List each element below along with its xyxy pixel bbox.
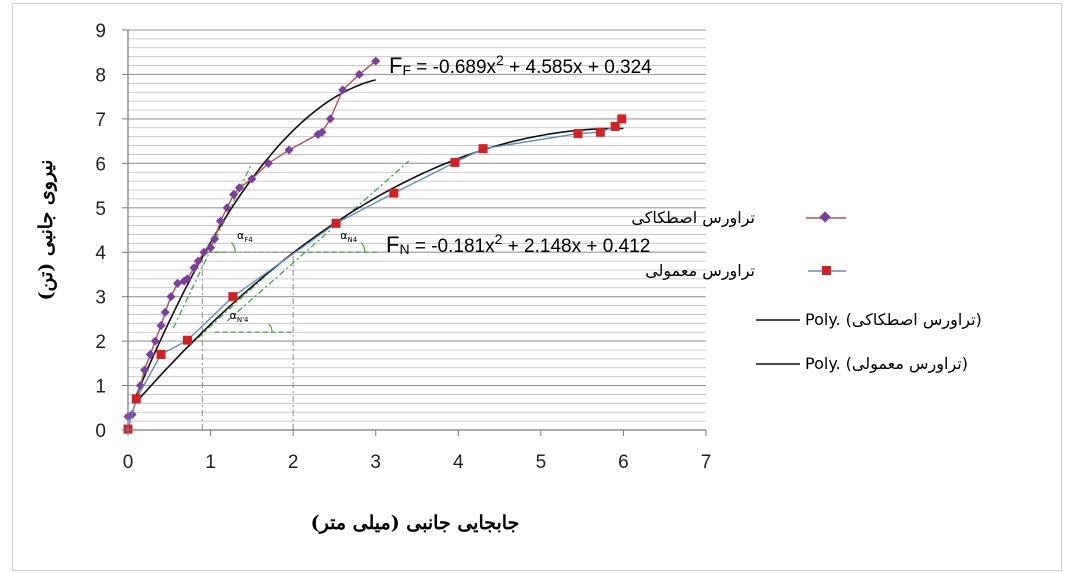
x-tick-label: 7 bbox=[701, 452, 712, 473]
data-point-diamond bbox=[166, 292, 176, 302]
data-point-diamond bbox=[317, 127, 327, 137]
legend-item-poly-friction: Poly. (تراورس اصطکاکی) bbox=[756, 310, 982, 330]
data-point-diamond bbox=[325, 114, 335, 124]
chart-frame bbox=[12, 3, 1062, 571]
legend-label-poly-friction: Poly. (تراورس اصطکاکی) bbox=[805, 310, 982, 330]
data-point-diamond bbox=[215, 216, 226, 226]
x-tick-label: 6 bbox=[618, 452, 629, 473]
data-point-square bbox=[131, 394, 141, 404]
data-point-square bbox=[450, 157, 460, 167]
data-point-diamond bbox=[139, 365, 150, 375]
data-point-diamond bbox=[156, 321, 166, 331]
y-tick-label: 6 bbox=[95, 154, 106, 175]
y-tick-label: 7 bbox=[95, 110, 106, 131]
trendline-equation-friction: FF = -0.689x2 + 4.585x + 0.324 bbox=[389, 52, 652, 78]
data-point-diamond bbox=[371, 56, 381, 66]
data-point-diamond bbox=[150, 336, 160, 346]
axes bbox=[122, 29, 707, 436]
x-tick-label: 4 bbox=[453, 452, 464, 473]
y-tick-label: 9 bbox=[95, 21, 106, 42]
angle-label: αF4 bbox=[237, 229, 253, 244]
trendline-0 bbox=[135, 79, 376, 396]
x-tick-label: 0 bbox=[123, 452, 134, 473]
legend-marker-diamond bbox=[819, 211, 831, 223]
angle-label: αN'4 bbox=[230, 309, 249, 324]
data-point-diamond bbox=[222, 203, 232, 213]
data-point-square bbox=[610, 121, 620, 131]
angle-arc bbox=[230, 242, 236, 253]
legend-item-friction: تراورس اصطکاکی bbox=[631, 208, 846, 228]
data-point-square bbox=[182, 335, 192, 345]
legend-item-normal: تراورس معمولی bbox=[645, 261, 846, 281]
y-tick-label: 8 bbox=[95, 65, 106, 86]
data-point-diamond bbox=[284, 145, 294, 155]
tangent-line bbox=[172, 163, 253, 329]
tangent-line bbox=[226, 160, 410, 322]
x-tick-label: 5 bbox=[536, 452, 547, 473]
x-tick-label: 2 bbox=[288, 452, 299, 473]
data-point-diamond bbox=[210, 234, 220, 244]
angle-arc bbox=[360, 242, 366, 253]
tick-labels: 0 1 2 3 4 5 6 7 0 1 2 3 4 5 6 7 8 9 bbox=[95, 21, 711, 473]
legend-label-friction: تراورس اصطکاکی bbox=[631, 208, 755, 228]
x-tick-label: 3 bbox=[370, 452, 381, 473]
data-point-diamond bbox=[247, 174, 257, 184]
data-point-diamond bbox=[193, 256, 203, 266]
x-tick-label: 1 bbox=[205, 452, 216, 473]
data-point-diamond bbox=[206, 243, 216, 253]
tangent-line bbox=[177, 265, 278, 358]
y-tick-label: 2 bbox=[95, 332, 106, 353]
data-point-square bbox=[573, 129, 583, 139]
legend-marker-square bbox=[822, 266, 831, 275]
y-tick-label: 3 bbox=[95, 288, 106, 309]
y-tick-label: 0 bbox=[95, 421, 106, 442]
data-point-square bbox=[228, 292, 238, 302]
trendlines bbox=[135, 79, 624, 403]
legend-item-poly-normal: Poly. (تراورس معمولی) bbox=[756, 354, 968, 374]
data-point-square bbox=[389, 188, 399, 198]
data-point-diamond bbox=[160, 307, 170, 317]
data-point-diamond bbox=[229, 189, 239, 199]
legend-label-normal: تراورس معمولی bbox=[645, 261, 755, 281]
data-point-diamond bbox=[182, 274, 192, 284]
trendline-equation-normal: FN = -0.181x2 + 2.148x + 0.412 bbox=[386, 231, 650, 257]
trendline-1 bbox=[135, 127, 624, 403]
y-tick-label: 5 bbox=[95, 199, 106, 220]
legend: تراورس اصطکاکی تراورس معمولی Poly. (تراو… bbox=[631, 208, 981, 374]
data-series bbox=[123, 56, 627, 434]
data-point-square bbox=[617, 114, 627, 124]
data-point-diamond bbox=[354, 69, 364, 79]
data-point-square bbox=[595, 127, 605, 137]
grid-lines bbox=[128, 29, 706, 431]
data-point-diamond bbox=[145, 349, 155, 359]
data-point-diamond bbox=[338, 85, 348, 95]
angle-arc bbox=[268, 323, 273, 333]
data-point-square bbox=[331, 218, 341, 228]
x-axis-label: جابجایی جانبی (میلی متر) bbox=[311, 512, 520, 534]
data-point-diamond bbox=[189, 263, 199, 273]
legend-label-poly-normal: Poly. (تراورس معمولی) bbox=[805, 354, 968, 374]
y-axis-label: نیروی جانبی (تن) bbox=[35, 160, 57, 301]
y-tick-label: 4 bbox=[95, 243, 106, 264]
data-point-square bbox=[478, 144, 488, 154]
annotations: αF4 αN4 αN'4 bbox=[172, 160, 410, 430]
angle-label: αN4 bbox=[340, 229, 358, 244]
data-point-square bbox=[156, 349, 166, 359]
y-tick-label: 1 bbox=[95, 377, 106, 398]
